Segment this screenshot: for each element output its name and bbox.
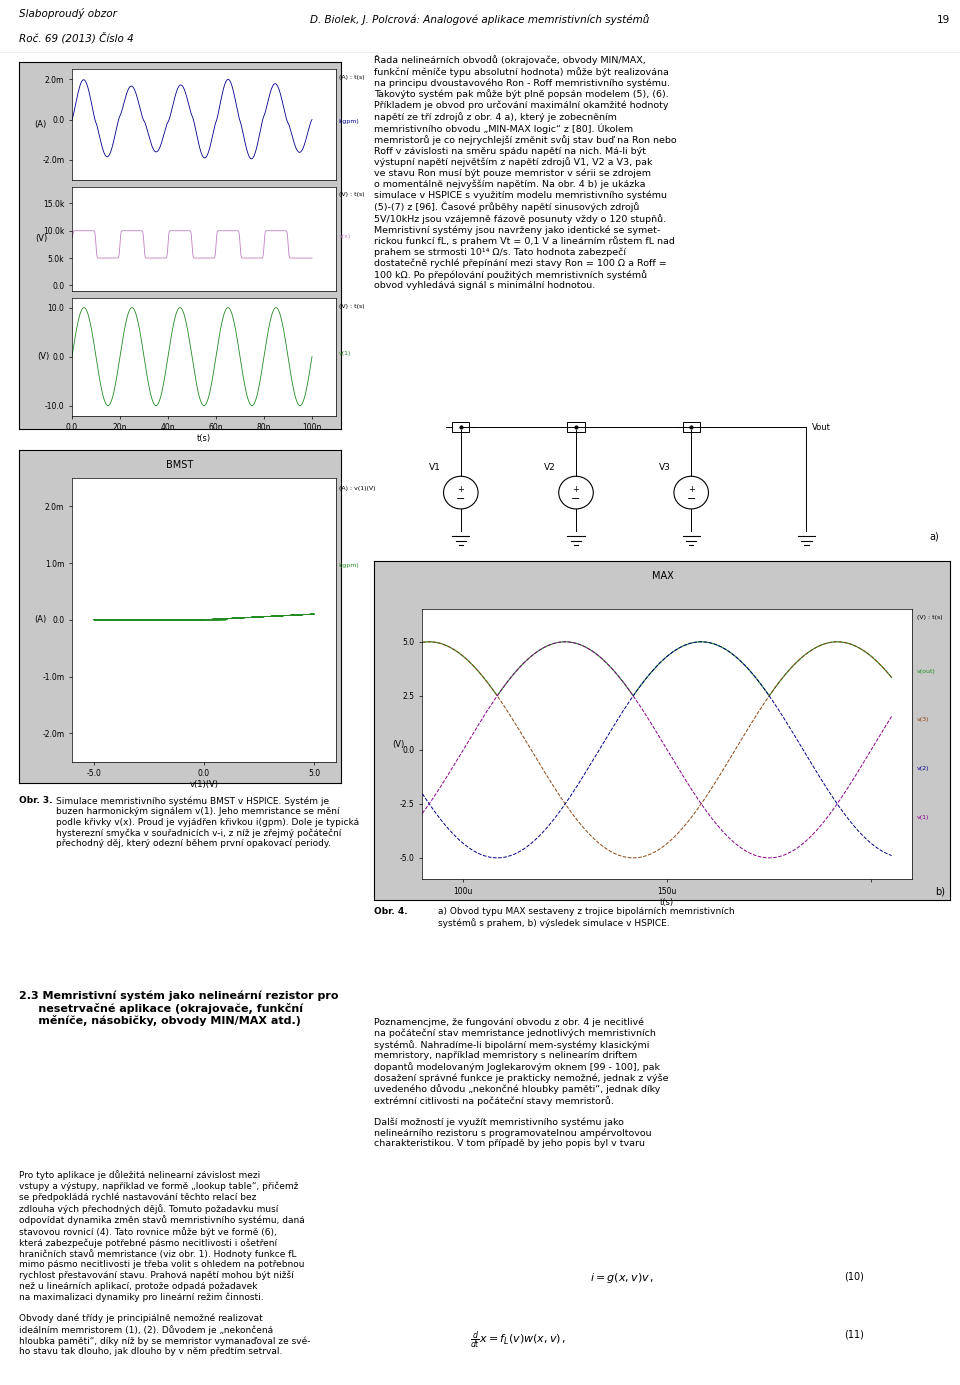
Text: BMST: BMST [166,460,194,470]
Text: (V) : t(s): (V) : t(s) [339,303,364,309]
Text: Simulace memristivního systému BMST v HSPICE. Systém je
buzen harmonickým signál: Simulace memristivního systému BMST v HS… [56,796,359,848]
Text: (10): (10) [844,1271,864,1281]
Text: +: + [572,485,580,494]
Text: −: − [571,494,581,504]
Text: $\frac{d}{dt}x = f_L(v)w(x,v)\,,$: $\frac{d}{dt}x = f_L(v)w(x,v)\,,$ [470,1330,566,1352]
Text: D. Biolek, J. Polcrová: Analogové aplikace memristivních systémů: D. Biolek, J. Polcrová: Analogové aplika… [310,15,650,25]
Text: +: + [687,485,695,494]
Text: V3: V3 [660,463,671,472]
Text: Pro tyto aplikace je důležitá nelinearní závislost mezi
vstupy a výstupy, napřík: Pro tyto aplikace je důležitá nelinearní… [19,1170,311,1356]
Text: v(x): v(x) [339,234,351,238]
Text: (A) : t(s): (A) : t(s) [339,75,364,80]
Text: (11): (11) [844,1330,864,1339]
Bar [567,422,585,432]
Text: Poznamencjme, že fungování obvodu z obr. 4 je necitlivé
na počáteční stav memris: Poznamencjme, že fungování obvodu z obr.… [374,1018,669,1148]
Text: a) Obvod typu MAX sestaveny z trojice bipolárních memristivních
systémů s prahem: a) Obvod typu MAX sestaveny z trojice bi… [438,907,734,928]
Text: b): b) [935,886,945,897]
Text: v(out): v(out) [917,669,936,674]
Bar [683,422,700,432]
X-axis label: v(1)(V): v(1)(V) [189,780,219,789]
Text: −: − [686,494,696,504]
Text: Obr. 3.: Obr. 3. [19,796,53,805]
Text: I(gpm): I(gpm) [339,562,359,568]
Text: Vout: Vout [812,422,831,432]
Text: Slaboproudý obzor: Slaboproudý obzor [19,8,117,19]
Text: −: − [456,494,466,504]
Y-axis label: (V): (V) [393,740,404,749]
Bar [452,422,469,432]
Y-axis label: (A): (A) [35,120,47,129]
Text: BMST: BMST [166,78,194,87]
Y-axis label: (V): (V) [36,234,48,244]
X-axis label: t(s): t(s) [660,897,674,907]
Text: V1: V1 [429,463,441,472]
Text: I(gpm): I(gpm) [339,119,359,125]
Text: 19: 19 [937,15,950,25]
Text: (A) : v(1)(V): (A) : v(1)(V) [339,486,375,492]
Text: +: + [457,485,465,494]
Text: v(3): v(3) [917,717,929,723]
Text: Obr. 4.: Obr. 4. [374,907,408,915]
Y-axis label: (V): (V) [37,352,50,361]
Text: V2: V2 [544,463,556,472]
Text: (V) : t(s): (V) : t(s) [917,615,943,620]
Text: $i = g(x,v)v\,,$: $i = g(x,v)v\,,$ [590,1271,655,1285]
Text: v(2): v(2) [917,766,929,771]
Text: Roč. 69 (2013) Číslo 4: Roč. 69 (2013) Číslo 4 [19,32,134,43]
Text: 2.3 Memristivní systém jako nelineární rezistor pro
     nesetrvačné aplikace (: 2.3 Memristivní systém jako nelineární r… [19,990,339,1026]
Text: (V) : t(s): (V) : t(s) [339,193,364,197]
Text: v(1): v(1) [917,814,929,820]
Text: v(1): v(1) [339,350,351,356]
Text: MAX: MAX [652,571,673,582]
Text: a): a) [929,532,939,542]
Y-axis label: (A): (A) [35,615,47,625]
X-axis label: t(s): t(s) [197,434,211,443]
Text: Řada nelineárních obvodů (okrajovače, obvody MIN/MAX,
funkční měníče typu abso: Řada nelineárních obvodů (okrajovače, ob… [374,55,677,291]
